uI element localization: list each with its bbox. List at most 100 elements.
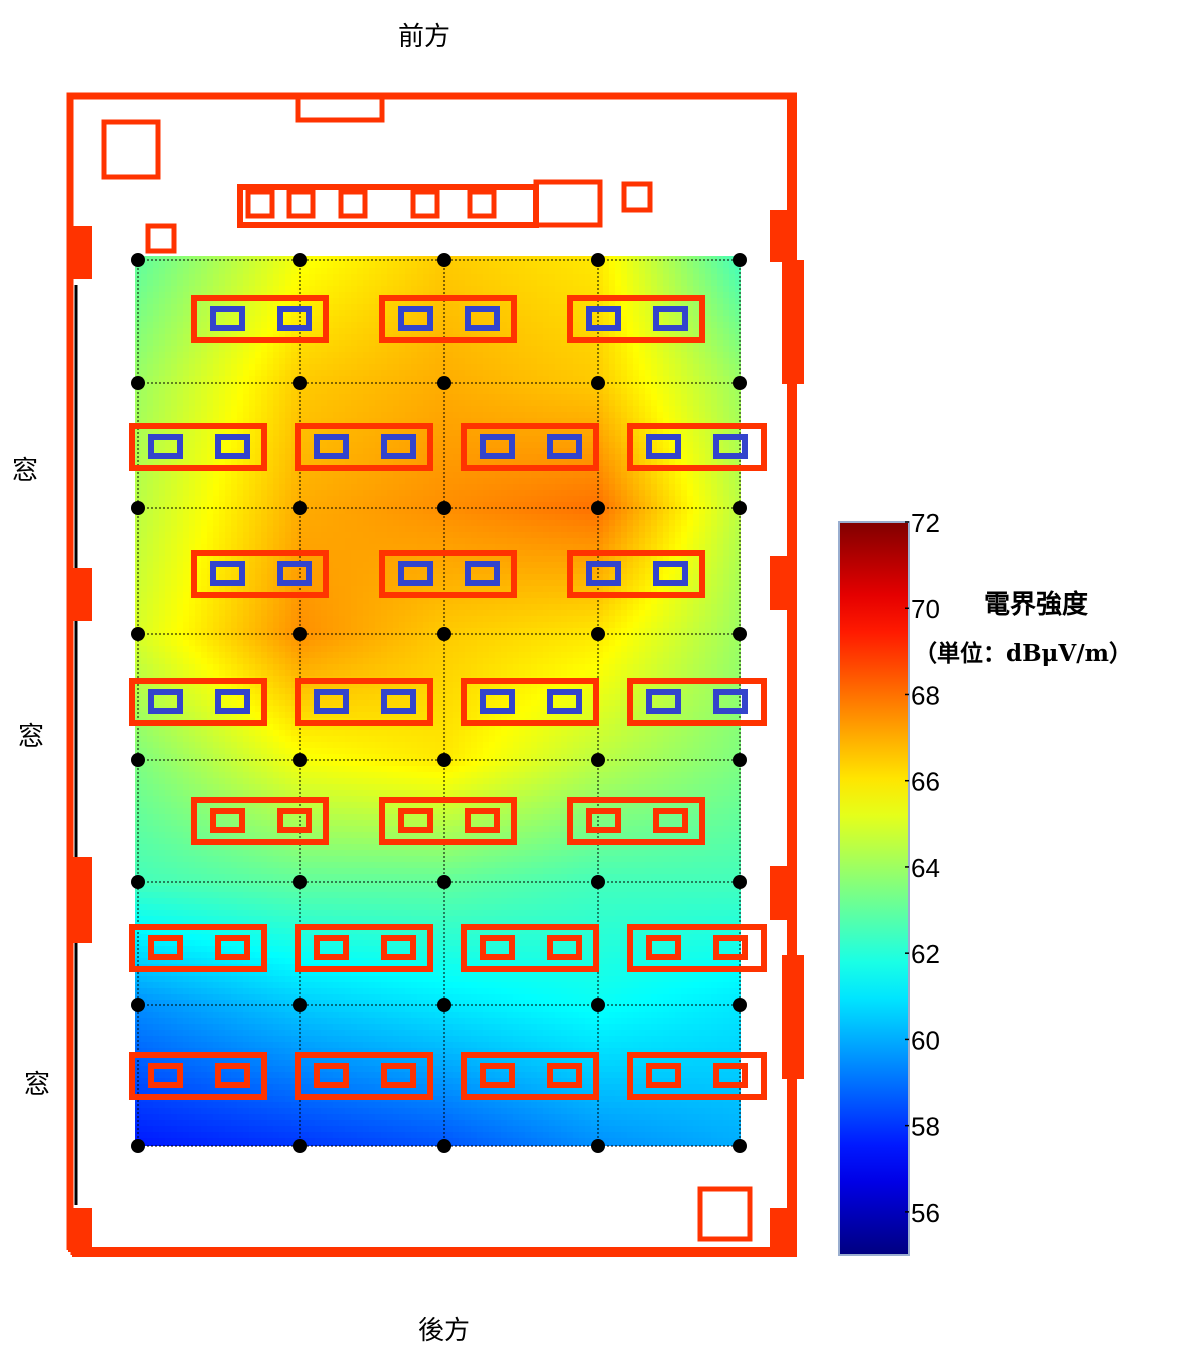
- heat-cell: [585, 400, 592, 407]
- heat-cell: [171, 310, 178, 317]
- heat-cell: [225, 508, 232, 515]
- heat-cell: [153, 544, 160, 551]
- heat-cell: [345, 322, 352, 329]
- heat-cell: [273, 460, 280, 467]
- heat-cell: [705, 340, 712, 347]
- heat-cell: [195, 268, 202, 275]
- heat-cell: [279, 520, 286, 527]
- heat-cell: [171, 346, 178, 353]
- heat-cell: [393, 412, 400, 419]
- heat-cell: [657, 406, 664, 413]
- heat-cell: [735, 538, 742, 545]
- heat-cell: [363, 292, 370, 299]
- heat-cell: [243, 280, 250, 287]
- heat-cell: [363, 328, 370, 335]
- heat-cell: [399, 268, 406, 275]
- heat-cell: [627, 514, 634, 521]
- heat-cell: [591, 394, 598, 401]
- heat-cell: [399, 280, 406, 287]
- heat-cell: [393, 532, 400, 539]
- heat-cell: [531, 322, 538, 329]
- heat-cell: [177, 274, 184, 281]
- heat-cell: [465, 262, 472, 269]
- heat-cell: [525, 298, 532, 305]
- heat-cell: [525, 388, 532, 395]
- heat-cell: [165, 406, 172, 413]
- heat-cell: [315, 490, 322, 497]
- heat-cell: [507, 508, 514, 515]
- heat-cell: [687, 436, 694, 443]
- heat-cell: [465, 400, 472, 407]
- heat-cell: [477, 352, 484, 359]
- heat-cell: [423, 472, 430, 479]
- heat-cell: [465, 526, 472, 533]
- heat-cell: [603, 412, 610, 419]
- heat-cell: [651, 256, 658, 263]
- heat-cell: [225, 370, 232, 377]
- heat-cell: [633, 370, 640, 377]
- heat-cell: [267, 322, 274, 329]
- heat-cell: [501, 262, 508, 269]
- heat-cell: [327, 490, 334, 497]
- heat-cell: [723, 352, 730, 359]
- heat-cell: [285, 496, 292, 503]
- heat-cell: [711, 328, 718, 335]
- heat-cell: [333, 508, 340, 515]
- heat-cell: [459, 490, 466, 497]
- heat-cell: [717, 274, 724, 281]
- heat-cell: [693, 268, 700, 275]
- heat-cell: [219, 526, 226, 533]
- heat-cell: [621, 532, 628, 539]
- heat-cell: [435, 358, 442, 365]
- heat-cell: [477, 406, 484, 413]
- heat-cell: [615, 394, 622, 401]
- heat-cell: [375, 406, 382, 413]
- heat-cell: [237, 478, 244, 485]
- heat-cell: [555, 544, 562, 551]
- heat-cell: [705, 376, 712, 383]
- heat-cell: [363, 322, 370, 329]
- heat-cell: [549, 514, 556, 521]
- heat-cell: [651, 412, 658, 419]
- heat-cell: [519, 262, 526, 269]
- heat-cell: [357, 322, 364, 329]
- heat-cell: [393, 490, 400, 497]
- heat-cell: [291, 412, 298, 419]
- heat-cell: [231, 496, 238, 503]
- heat-cell: [723, 406, 730, 413]
- heat-cell: [585, 520, 592, 527]
- heat-cell: [291, 364, 298, 371]
- heat-cell: [291, 490, 298, 497]
- heat-cell: [489, 442, 496, 449]
- heat-cell: [405, 514, 412, 521]
- heat-cell: [573, 274, 580, 281]
- heat-cell: [231, 358, 238, 365]
- heat-cell: [735, 484, 742, 491]
- heat-cell: [447, 328, 454, 335]
- heat-cell: [201, 376, 208, 383]
- heat-cell: [501, 514, 508, 521]
- heat-cell: [153, 328, 160, 335]
- heat-cell: [729, 304, 736, 311]
- heat-cell: [549, 280, 556, 287]
- heat-cell: [549, 340, 556, 347]
- heat-cell: [147, 280, 154, 287]
- heat-cell: [519, 484, 526, 491]
- heat-cell: [729, 286, 736, 293]
- heat-cell: [279, 496, 286, 503]
- heat-cell: [195, 274, 202, 281]
- heat-cell: [363, 478, 370, 485]
- heat-cell: [201, 514, 208, 521]
- heat-cell: [411, 412, 418, 419]
- heat-cell: [249, 544, 256, 551]
- heat-cell: [705, 544, 712, 551]
- heat-cell: [147, 538, 154, 545]
- heat-cell: [159, 376, 166, 383]
- heat-cell: [723, 340, 730, 347]
- heat-cell: [483, 484, 490, 491]
- heat-cell: [285, 262, 292, 269]
- heat-cell: [405, 256, 412, 263]
- heat-cell: [255, 436, 262, 443]
- heat-cell: [471, 442, 478, 449]
- heat-cell: [141, 538, 148, 545]
